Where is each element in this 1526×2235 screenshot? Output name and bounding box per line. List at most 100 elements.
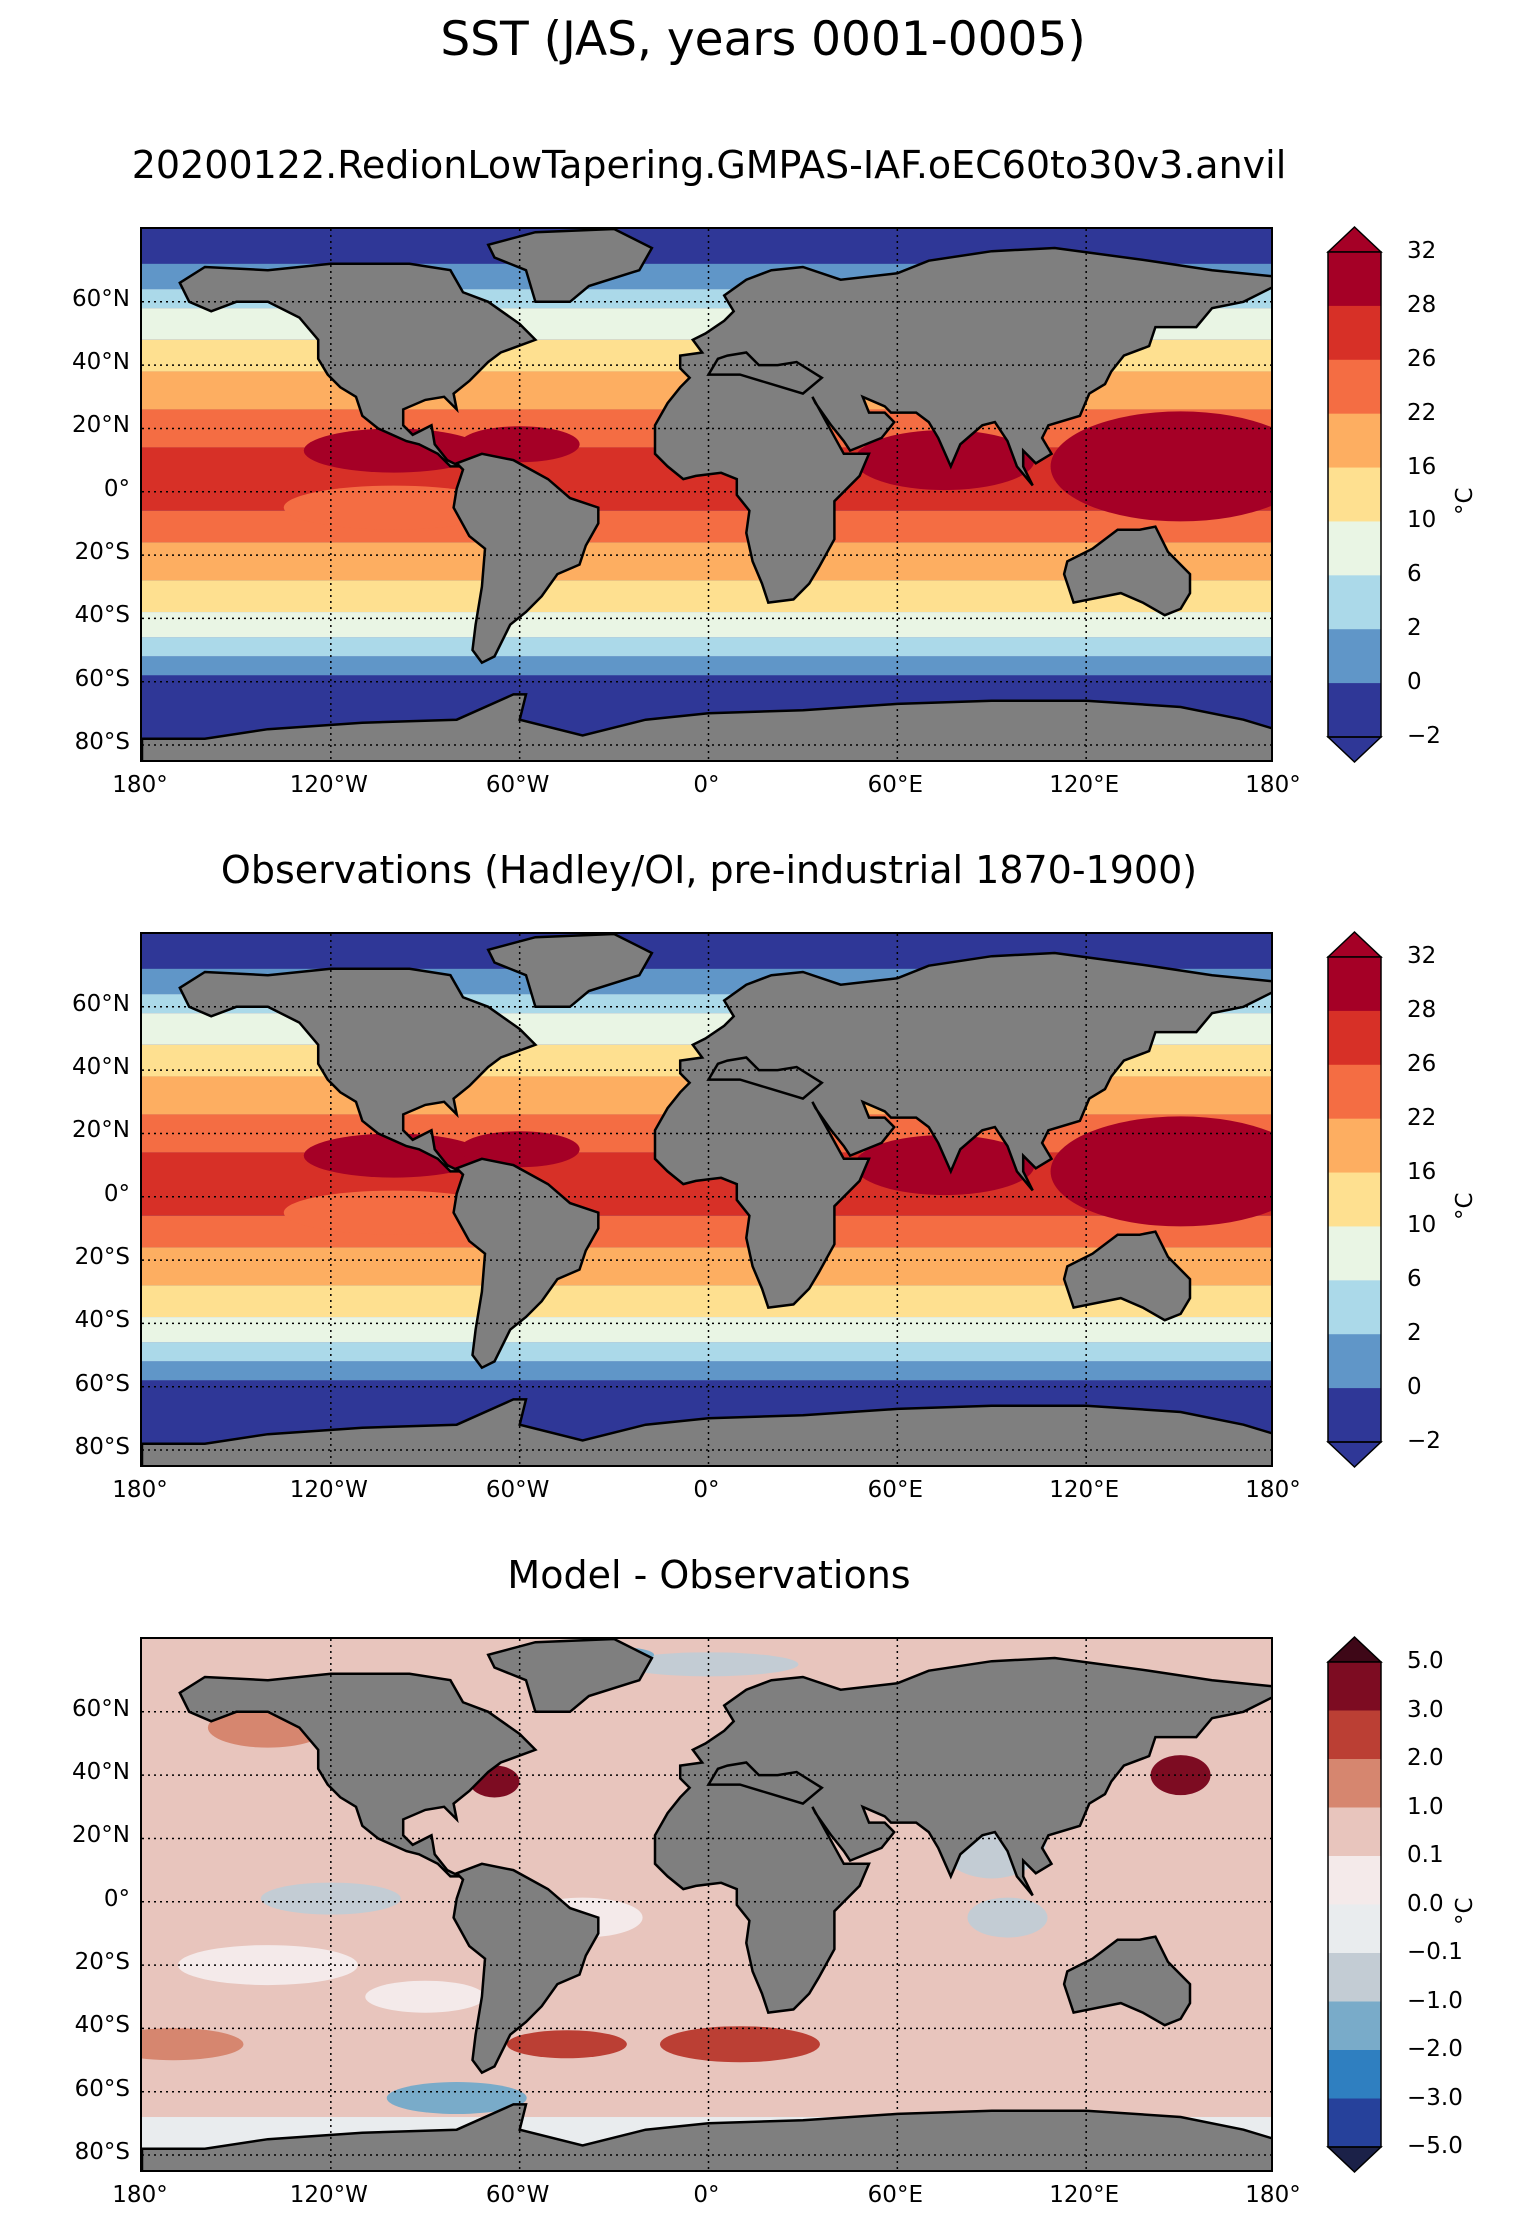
colorbar-segment xyxy=(1328,252,1381,307)
lon-tick-label: 180° xyxy=(112,772,168,798)
land-australia xyxy=(1062,1935,1192,2027)
colorbar-unit-label: °C xyxy=(1452,486,1478,515)
land-antarctica xyxy=(142,693,1271,760)
lon-tick-label: 180° xyxy=(1245,1477,1301,1503)
lon-tick-label: 120°E xyxy=(1049,1477,1120,1503)
lat-tick-label: 20°S xyxy=(74,1949,130,1976)
lon-tick-label: 120°E xyxy=(1049,772,1120,798)
colorbar-tick-label: 3.0 xyxy=(1407,1696,1444,1723)
colorbar-tick-label: 2.0 xyxy=(1407,1745,1444,1771)
colorbar-segment xyxy=(1328,1172,1381,1227)
colorbar-segment xyxy=(1328,1010,1381,1066)
lat-tick-label: 60°S xyxy=(74,1370,130,1397)
panel-title: Model - Observations xyxy=(507,1553,911,1597)
land-north-america xyxy=(178,1672,538,1878)
lon-tick-label: 120°W xyxy=(289,772,368,798)
lat-tick-label: 60°N xyxy=(72,1695,130,1722)
lat-tick-label: 60°S xyxy=(74,2075,130,2102)
colorbar-extend-top xyxy=(1326,225,1383,253)
colorbar-tick-label: 10 xyxy=(1407,1212,1437,1239)
lat-tick-label: 20°N xyxy=(72,1117,130,1144)
colorbar-tick-label: −1.0 xyxy=(1407,1987,1463,2014)
lat-tick-label: 0° xyxy=(103,1180,130,1207)
lat-tick-label: 20°N xyxy=(72,1822,130,1849)
colorbar-segment xyxy=(1328,1334,1381,1389)
colorbar-segment xyxy=(1328,1118,1381,1174)
colorbar-extend-bottom xyxy=(1326,1441,1383,1469)
colorbar-segment xyxy=(1328,1807,1381,1857)
colorbar-extend-bottom xyxy=(1326,2146,1383,2174)
land-africa-eurasia xyxy=(653,246,1271,604)
colorbar-tick-label: −2 xyxy=(1407,723,1441,749)
colorbar-extend-top xyxy=(1326,1635,1383,1663)
sst-map xyxy=(140,932,1273,1467)
colorbar-tick-label: 28 xyxy=(1407,996,1437,1023)
colorbar-segment xyxy=(1328,1388,1381,1443)
land-south-america xyxy=(452,452,600,665)
lat-tick-label: 20°S xyxy=(74,539,130,566)
colorbar-tick-label: 0.0 xyxy=(1407,1890,1444,1917)
lat-tick-label: 40°S xyxy=(74,602,130,629)
colorbar-segment xyxy=(1328,1710,1381,1760)
land-australia xyxy=(1062,525,1192,617)
lon-tick-label: 60°E xyxy=(867,1477,923,1503)
land-europe-med-gap xyxy=(706,1761,824,1805)
land-greenland xyxy=(486,1639,654,1714)
colorbar-segment xyxy=(1328,2001,1381,2051)
colorbar-segment xyxy=(1328,2098,1381,2148)
colorbar-segment xyxy=(1328,1662,1381,1711)
colorbar-tick-label: −5.0 xyxy=(1407,2133,1463,2159)
colorbar-segment xyxy=(1328,467,1381,522)
panel-title: Observations (Hadley/OI, pre-industrial … xyxy=(220,848,1198,892)
colorbar-segment xyxy=(1328,957,1381,1012)
lat-tick-label: 80°S xyxy=(74,1434,130,1460)
colorbar-segment xyxy=(1328,1904,1381,1954)
lon-tick-label: 60°W xyxy=(485,1477,550,1503)
colorbar-segment xyxy=(1328,575,1381,630)
lon-tick-label: 60°E xyxy=(867,772,923,798)
colorbar-tick-label: 22 xyxy=(1407,1104,1437,1131)
land-north-america xyxy=(178,967,538,1173)
colorbar-tick-label: −0.1 xyxy=(1407,1939,1463,1965)
colorbar-segment xyxy=(1328,629,1381,684)
lon-tick-label: 0° xyxy=(693,772,720,798)
colorbar-segment xyxy=(1328,305,1381,361)
lon-tick-label: 60°E xyxy=(867,2182,923,2208)
land-north-america xyxy=(178,262,538,468)
colorbar-segment xyxy=(1328,1953,1381,2002)
colorbar-tick-label: 26 xyxy=(1407,345,1437,372)
land-south-america xyxy=(452,1862,600,2075)
colorbar-segment xyxy=(1328,359,1381,415)
lon-tick-label: 0° xyxy=(693,1477,720,1503)
panel-title: 20200122.RedionLowTapering.GMPAS-IAF.oEC… xyxy=(131,143,1287,187)
lon-tick-label: 120°E xyxy=(1049,2182,1120,2208)
colorbar-tick-label: 26 xyxy=(1407,1050,1437,1077)
lat-tick-label: 20°S xyxy=(74,1244,130,1271)
land-antarctica xyxy=(142,2103,1271,2170)
colorbar-tick-label: 1.0 xyxy=(1407,1793,1444,1820)
colorbar-tick-label: 6 xyxy=(1407,1266,1422,1293)
colorbar-segment xyxy=(1328,683,1381,738)
land-south-america xyxy=(452,1157,600,1370)
lon-tick-label: 60°W xyxy=(485,772,550,798)
lat-tick-label: 40°N xyxy=(72,349,130,376)
lat-tick-label: 40°N xyxy=(72,1759,130,1786)
figure-title: SST (JAS, years 0001-0005) xyxy=(440,12,1086,67)
lat-tick-label: 0° xyxy=(103,1885,130,1912)
colorbar-tick-label: 28 xyxy=(1407,291,1437,318)
colorbar-tick-label: 0 xyxy=(1407,669,1422,696)
lat-tick-label: 60°S xyxy=(74,665,130,692)
colorbar-segment xyxy=(1328,1064,1381,1120)
colorbar-tick-label: 0 xyxy=(1407,1374,1422,1401)
colorbar-tick-label: 2 xyxy=(1407,1320,1422,1347)
colorbar-segment xyxy=(1328,2050,1381,2099)
colorbar-segment xyxy=(1328,1759,1381,1808)
lon-tick-label: 60°W xyxy=(485,2182,550,2208)
sst-map xyxy=(140,227,1273,762)
lat-tick-label: 0° xyxy=(103,475,130,502)
colorbar-tick-label: 32 xyxy=(1407,238,1437,264)
land-africa-eurasia xyxy=(653,951,1271,1309)
colorbar-tick-label: 6 xyxy=(1407,561,1422,588)
sst-map xyxy=(140,1637,1273,2172)
colorbar-segment xyxy=(1328,521,1381,576)
